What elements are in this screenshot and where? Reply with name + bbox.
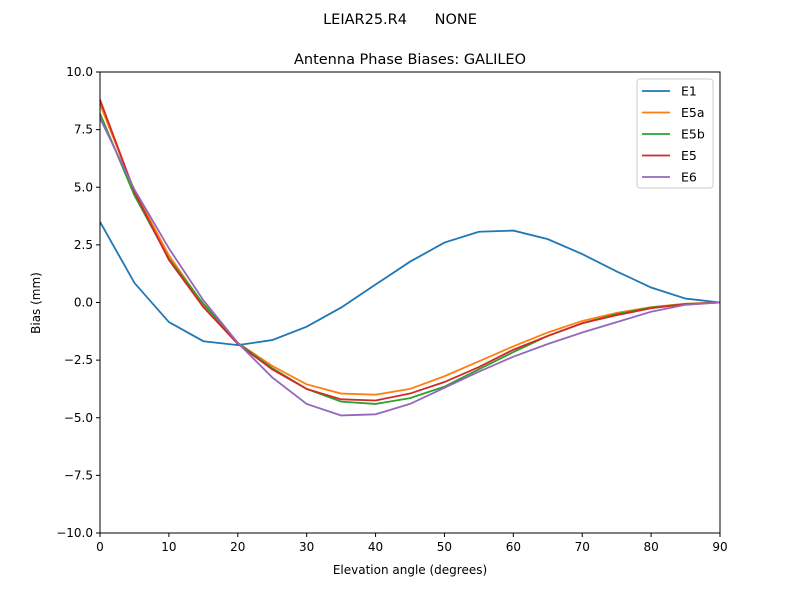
chart-title: Antenna Phase Biases: GALILEO xyxy=(294,52,526,68)
series-line-e5a xyxy=(99,103,721,396)
legend-label: E1 xyxy=(681,84,697,99)
x-tick-label: 80 xyxy=(643,540,658,554)
suptitle: LEIAR25.R4 NONE xyxy=(323,12,477,28)
x-tick-label: 20 xyxy=(230,540,245,554)
series-line-e5b xyxy=(99,113,721,405)
x-tick-label: 90 xyxy=(712,540,727,554)
y-tick-label: 0.0 xyxy=(74,296,93,310)
x-tick-label: 30 xyxy=(299,540,314,554)
legend-box xyxy=(636,78,714,189)
y-tick-label: −5.0 xyxy=(64,411,93,425)
plot-frame xyxy=(99,71,721,534)
legend-label: E6 xyxy=(681,170,697,185)
legend-label: E5 xyxy=(681,148,697,163)
series-line-e1 xyxy=(99,221,721,347)
y-tick-label: −2.5 xyxy=(64,353,93,367)
y-tick-label: 10.0 xyxy=(66,65,93,79)
y-tick-label: −7.5 xyxy=(64,468,93,482)
legend: E1 E5a E5b E5 E6 xyxy=(636,78,714,189)
x-tick-label: 10 xyxy=(161,540,176,554)
legend-label: E5b xyxy=(681,127,705,142)
series-line-e5 xyxy=(99,99,721,402)
x-tick-label: 70 xyxy=(575,540,590,554)
x-axis-label: Elevation angle (degrees) xyxy=(333,563,487,577)
x-tick-label: 60 xyxy=(506,540,521,554)
x-tick-label: 40 xyxy=(368,540,383,554)
y-axis-label: Bias (mm) xyxy=(29,272,43,334)
y-tick-label: 2.5 xyxy=(74,238,93,252)
y-tick-label: 5.0 xyxy=(74,180,93,194)
series-line-e6 xyxy=(99,117,721,417)
x-tick-label: 0 xyxy=(96,540,104,554)
y-tick-label: −10.0 xyxy=(56,526,93,540)
y-tick-label: 7.5 xyxy=(74,123,93,137)
legend-label: E5a xyxy=(681,105,705,120)
x-tick-label: 50 xyxy=(437,540,452,554)
